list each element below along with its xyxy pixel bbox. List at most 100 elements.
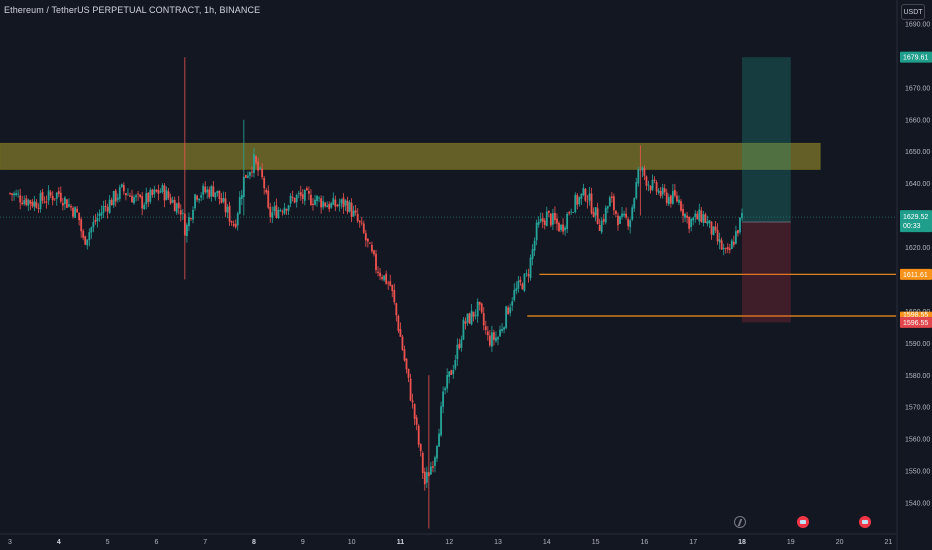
candle (265, 187, 268, 195)
flag-event-icon[interactable] (797, 516, 809, 528)
candle (397, 314, 400, 334)
candle-body (409, 378, 412, 401)
candle (127, 188, 129, 196)
candle (159, 188, 162, 194)
candle (527, 268, 530, 283)
candle-body (704, 214, 707, 223)
candle (511, 297, 514, 312)
candle (598, 218, 601, 231)
candle (271, 206, 274, 224)
candle-body (596, 208, 599, 225)
candle-body (387, 282, 390, 284)
candle-body (181, 212, 184, 214)
candle-body (153, 189, 156, 195)
candle (446, 368, 449, 393)
candle-body (360, 222, 363, 224)
candle-body (586, 201, 589, 203)
candle-body (192, 209, 194, 220)
candle (615, 210, 617, 218)
candle-body (312, 203, 314, 205)
candle-body (613, 196, 615, 211)
candle-body (244, 174, 247, 178)
candle-body (543, 220, 546, 225)
candle-body (118, 187, 121, 199)
candle-body (281, 211, 284, 213)
candle (147, 191, 150, 208)
candle (324, 201, 327, 208)
candle-body (47, 190, 50, 201)
candle-body (277, 209, 280, 219)
price-tick-label: 1590.00 (905, 341, 930, 348)
currency-selector-button[interactable]: USDT (901, 4, 925, 20)
candle (537, 216, 540, 228)
candle (151, 188, 154, 198)
candle (90, 226, 93, 239)
candle-body (19, 195, 22, 203)
candle-body (33, 201, 36, 207)
candle (15, 189, 17, 197)
candle-body (486, 331, 489, 336)
candle (216, 190, 219, 197)
candle-body (509, 307, 512, 313)
candle (470, 304, 473, 326)
candle-body (13, 193, 15, 196)
candle-body (210, 186, 213, 197)
candle-body (399, 329, 402, 337)
countdown-badge: 00:33 (903, 223, 921, 230)
candle-body (212, 186, 215, 197)
candle-body (143, 204, 146, 209)
candle-body (529, 257, 532, 279)
candle (348, 199, 351, 213)
candle (586, 194, 589, 209)
candle (606, 205, 609, 214)
candle (541, 212, 544, 229)
bolt-icon[interactable] (734, 516, 746, 528)
candle-body (236, 213, 239, 226)
candle (61, 197, 64, 211)
candle (509, 303, 512, 317)
candle-body (342, 197, 345, 208)
candle-body (440, 406, 442, 436)
candle-body (653, 179, 656, 181)
candle-body (556, 218, 558, 224)
candle-body (165, 190, 168, 200)
candle (255, 155, 257, 165)
candle-body (397, 315, 400, 331)
candle (732, 235, 735, 248)
candle-body (147, 192, 150, 203)
candle (574, 192, 577, 214)
candle-body (739, 217, 741, 233)
candle-body (122, 185, 125, 192)
candle (379, 267, 381, 280)
candle-body (383, 275, 386, 281)
candle-body (415, 417, 418, 425)
candle (403, 345, 406, 362)
candle-body (580, 193, 583, 199)
candle (316, 194, 318, 207)
candle-body (362, 223, 365, 233)
candle-body (645, 176, 648, 186)
candle-body (537, 221, 540, 225)
candle (196, 194, 198, 202)
candle-body (328, 203, 331, 210)
candle (434, 455, 436, 473)
candle-body (45, 201, 48, 203)
candle (352, 205, 355, 218)
candle (517, 275, 520, 293)
candle (444, 386, 447, 395)
candle (718, 232, 721, 250)
flag-event-icon[interactable] (859, 516, 871, 528)
candle (299, 185, 302, 201)
candle-body (533, 240, 536, 251)
candle-body (110, 199, 113, 206)
candle-body (57, 191, 60, 194)
candle (430, 461, 432, 476)
candle-body (186, 224, 188, 237)
candle-body (598, 225, 601, 231)
candle-body (371, 244, 373, 252)
candle-body (423, 471, 426, 485)
candle-body (171, 199, 174, 203)
candle (425, 466, 428, 489)
